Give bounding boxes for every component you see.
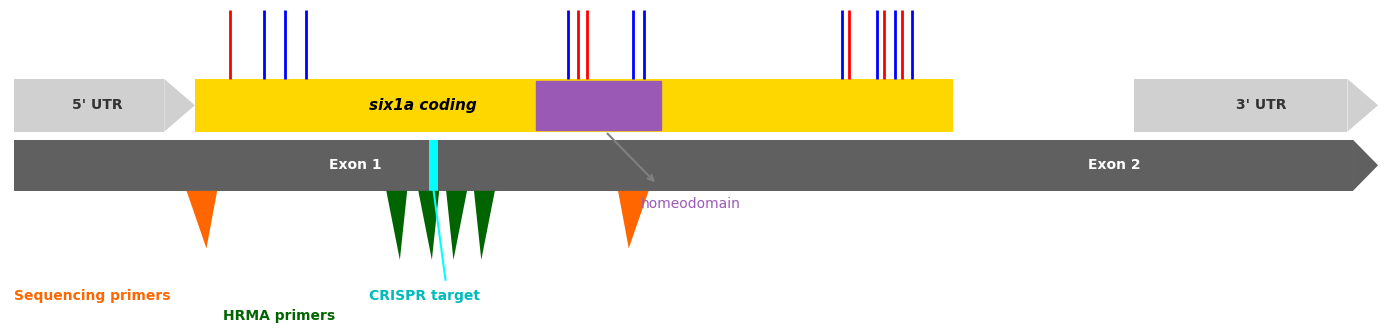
Bar <box>429 140 438 191</box>
Bar <box>536 81 661 130</box>
Bar <box>195 79 954 132</box>
Text: CRISPR target: CRISPR target <box>369 289 480 303</box>
Text: Exon 1: Exon 1 <box>329 158 381 172</box>
Text: HRMA primers: HRMA primers <box>223 309 335 323</box>
Polygon shape <box>445 191 468 260</box>
Polygon shape <box>473 191 496 260</box>
Text: Sequencing primers: Sequencing primers <box>14 289 170 303</box>
Polygon shape <box>1353 140 1378 191</box>
Bar <box>1134 79 1347 132</box>
Polygon shape <box>418 191 440 260</box>
Polygon shape <box>164 79 195 132</box>
Text: homeodomain: homeodomain <box>640 197 741 211</box>
Polygon shape <box>187 191 217 248</box>
Text: 5' UTR: 5' UTR <box>72 98 122 112</box>
Polygon shape <box>386 191 406 260</box>
Text: 3' UTR: 3' UTR <box>1236 98 1286 112</box>
Text: Exon 2: Exon 2 <box>1087 158 1140 172</box>
Polygon shape <box>1347 79 1378 132</box>
Bar <box>14 79 164 132</box>
Text: six1a coding: six1a coding <box>369 98 476 113</box>
Bar <box>14 140 1353 191</box>
Polygon shape <box>618 191 649 248</box>
